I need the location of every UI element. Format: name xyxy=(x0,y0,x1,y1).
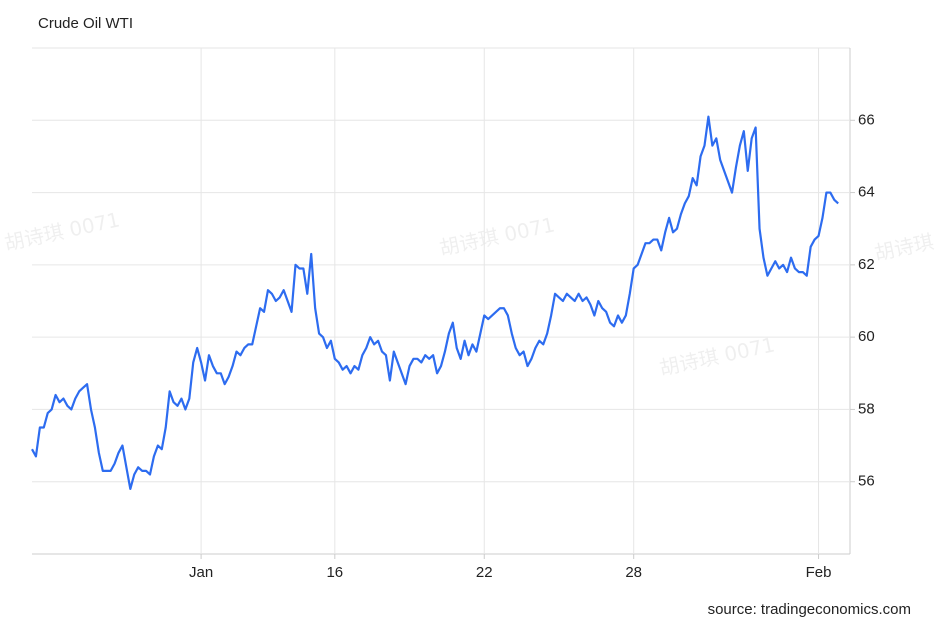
watermark: 胡诗琪 0071 xyxy=(437,212,557,260)
y-tick-label: 56 xyxy=(858,473,875,490)
x-tick-label: Jan xyxy=(189,564,213,581)
y-tick-label: 58 xyxy=(858,400,875,417)
y-tick-label: 60 xyxy=(858,328,875,345)
y-tick-label: 62 xyxy=(858,256,875,273)
x-tick-label: 22 xyxy=(476,564,493,581)
watermark: 胡诗琪 0071 xyxy=(872,217,935,265)
x-tick-label: Feb xyxy=(806,564,832,581)
source: source: tradingeconomics.com xyxy=(708,601,911,618)
data-line xyxy=(31,115,839,491)
y-tick-label: 64 xyxy=(858,184,875,201)
watermark: 胡诗琪 0071 xyxy=(2,207,122,255)
x-tick-label: 16 xyxy=(326,564,343,581)
y-tick-label: 66 xyxy=(858,111,875,128)
chart-title: Crude Oil WTI xyxy=(38,15,133,32)
x-tick-label: 28 xyxy=(625,564,642,581)
watermark: 胡诗琪 0071 xyxy=(657,332,777,380)
